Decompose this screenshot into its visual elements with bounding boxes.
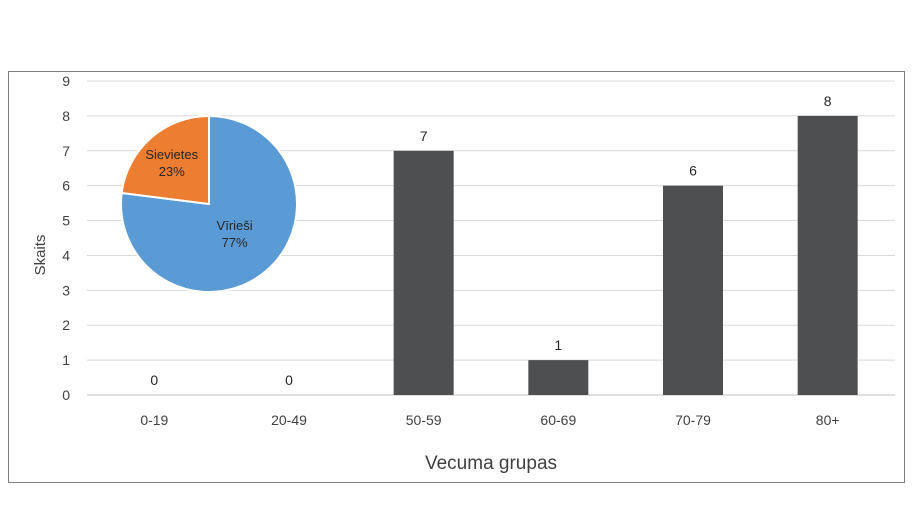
- pie-slice-percent: 77%: [222, 235, 248, 250]
- y-tick-label: 4: [62, 247, 70, 263]
- y-tick-label: 5: [62, 213, 70, 229]
- y-tick-label: 1: [62, 352, 70, 368]
- pie-slice-percent: 23%: [159, 164, 185, 179]
- bar: [528, 360, 589, 395]
- x-tick-label: 60-69: [540, 412, 576, 428]
- y-axis-title: Skaits: [32, 235, 49, 276]
- y-tick-label: 0: [62, 387, 70, 403]
- data-label: 7: [420, 128, 428, 144]
- pie-slice: [120, 114, 210, 206]
- x-tick-label: 50-59: [406, 412, 442, 428]
- x-tick-label: 0-19: [140, 412, 168, 428]
- pie-slice-label: Vīrieši: [217, 218, 253, 233]
- x-tick-label: 70-79: [675, 412, 711, 428]
- y-tick-label: 2: [62, 317, 70, 333]
- pie-slice-label: Sievietes: [145, 147, 198, 162]
- x-tick-label: 20-49: [271, 412, 307, 428]
- y-tick-label: 9: [62, 73, 70, 89]
- y-tick-label: 6: [62, 178, 70, 194]
- bar: [393, 150, 454, 395]
- x-tick-label: 80+: [816, 412, 840, 428]
- bar: [663, 185, 723, 395]
- data-label: 6: [689, 163, 697, 179]
- data-label: 0: [150, 372, 158, 388]
- y-tick-label: 3: [62, 282, 70, 298]
- x-axis-title: Vecuma grupas: [425, 453, 557, 474]
- data-label: 0: [285, 372, 293, 388]
- data-label: 1: [554, 337, 562, 353]
- bar: [797, 115, 858, 395]
- chart-frame: 0 1 2 3 4 5 6 7 8 9 0 0-19 0 20-49 7 50-59 1 60-69 6 70-79 8…: [8, 71, 905, 483]
- y-tick-label: 7: [62, 143, 70, 159]
- y-tick-label: 8: [62, 108, 70, 124]
- data-label: 8: [824, 93, 832, 109]
